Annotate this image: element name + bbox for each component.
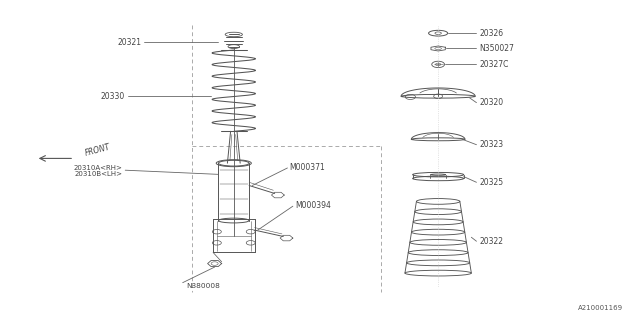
- Text: 20330: 20330: [101, 92, 125, 101]
- Text: 20322: 20322: [479, 237, 504, 246]
- Text: 20310A<RH>: 20310A<RH>: [73, 165, 122, 171]
- Text: 20323: 20323: [479, 140, 504, 149]
- Text: FRONT: FRONT: [84, 143, 111, 158]
- Text: N380008: N380008: [186, 283, 220, 289]
- Text: 20325: 20325: [479, 178, 504, 187]
- Text: 20327C: 20327C: [479, 60, 509, 69]
- Text: 20326: 20326: [479, 29, 504, 38]
- Text: M000371: M000371: [289, 163, 325, 172]
- Text: N350027: N350027: [479, 44, 515, 53]
- Text: 20321: 20321: [117, 38, 141, 47]
- Text: 20320: 20320: [479, 98, 504, 107]
- Text: A210001169: A210001169: [578, 305, 623, 311]
- Text: M000394: M000394: [295, 201, 331, 210]
- Text: 20310B<LH>: 20310B<LH>: [74, 171, 122, 177]
